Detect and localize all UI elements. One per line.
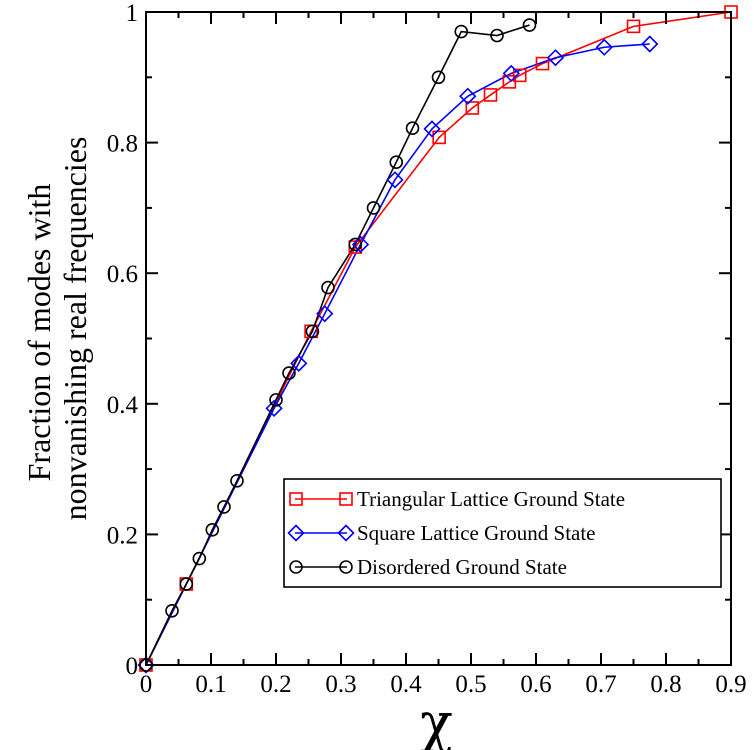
x-tick-label: 0: [140, 671, 153, 698]
y-tick-label: 0.6: [107, 261, 138, 288]
y-tick-label: 0.2: [107, 522, 138, 549]
legend-label: Triangular Lattice Ground State: [357, 487, 625, 511]
y-tick-label: 0: [126, 653, 139, 680]
x-tick-label: 0.8: [650, 671, 681, 698]
x-tick-label: 0.9: [715, 671, 746, 698]
x-tick-label: 0.5: [455, 671, 486, 698]
x-tick-label: 0.2: [260, 671, 291, 698]
legend: Triangular Lattice Ground State Square La…: [284, 479, 721, 587]
x-tick-label: 0.7: [585, 671, 616, 698]
y-tick-label: 0.8: [107, 131, 138, 158]
legend-label: Disordered Ground State: [357, 555, 567, 579]
x-axis-title: χ: [420, 691, 453, 750]
y-axis-title-line-1: Fraction of modes with: [21, 184, 57, 482]
axis-tick-labels: 0 0.1 0.2 0.3 0.4 0.5 0.6 0.7 0.8 0.9 0 0.2 0.4 0.6 0.…: [107, 0, 747, 698]
y-tick-label: 1: [126, 0, 139, 27]
x-tick-label: 0.4: [390, 671, 422, 698]
y-axis-title-line-2: nonvanishing real frequencies: [57, 137, 93, 521]
y-tick-label: 0.4: [107, 392, 139, 419]
legend-label: Square Lattice Ground State: [357, 521, 596, 545]
x-tick-label: 0.6: [520, 671, 551, 698]
x-tick-label: 0.3: [325, 671, 356, 698]
x-tick-label: 0.1: [195, 671, 226, 698]
y-axis-title: Fraction of modes with nonvanishing real…: [21, 137, 93, 521]
